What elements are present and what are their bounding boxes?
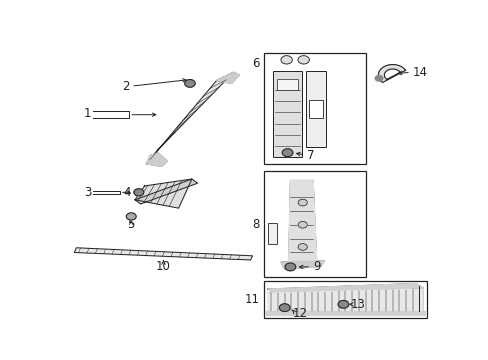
Bar — [267, 223, 277, 244]
Polygon shape — [146, 153, 167, 167]
Polygon shape — [288, 180, 316, 269]
Polygon shape — [216, 72, 239, 84]
Polygon shape — [265, 311, 424, 315]
Bar — [264, 171, 366, 278]
Text: 4: 4 — [123, 186, 131, 199]
Text: 6: 6 — [252, 58, 260, 71]
Bar — [273, 71, 301, 157]
Circle shape — [184, 80, 195, 87]
Polygon shape — [146, 72, 233, 164]
Polygon shape — [135, 179, 197, 204]
Circle shape — [282, 149, 292, 157]
Bar — [277, 79, 297, 90]
Polygon shape — [267, 284, 422, 293]
Polygon shape — [135, 179, 191, 208]
Circle shape — [298, 199, 306, 206]
Circle shape — [134, 189, 143, 196]
Bar — [264, 53, 366, 164]
Bar — [264, 281, 426, 318]
Text: 14: 14 — [412, 66, 427, 79]
Circle shape — [298, 221, 306, 228]
Circle shape — [374, 76, 382, 81]
Polygon shape — [378, 64, 405, 82]
Text: 11: 11 — [244, 293, 260, 306]
Text: 10: 10 — [156, 260, 170, 273]
Circle shape — [298, 244, 306, 250]
Text: 7: 7 — [306, 149, 313, 162]
Polygon shape — [267, 289, 422, 311]
Circle shape — [126, 213, 136, 220]
Text: 1: 1 — [84, 107, 91, 120]
Polygon shape — [280, 261, 324, 269]
Circle shape — [279, 304, 289, 311]
Bar — [309, 100, 322, 118]
Text: 9: 9 — [312, 260, 320, 273]
Bar — [305, 71, 326, 147]
Text: 8: 8 — [252, 217, 260, 230]
Circle shape — [280, 56, 292, 64]
Text: 3: 3 — [84, 186, 91, 199]
Polygon shape — [74, 248, 252, 260]
Text: 13: 13 — [350, 298, 365, 311]
Circle shape — [285, 263, 295, 271]
Circle shape — [338, 301, 348, 308]
Text: 12: 12 — [292, 307, 306, 320]
Circle shape — [297, 56, 309, 64]
Text: 2: 2 — [122, 80, 129, 93]
Text: 5: 5 — [127, 218, 135, 231]
